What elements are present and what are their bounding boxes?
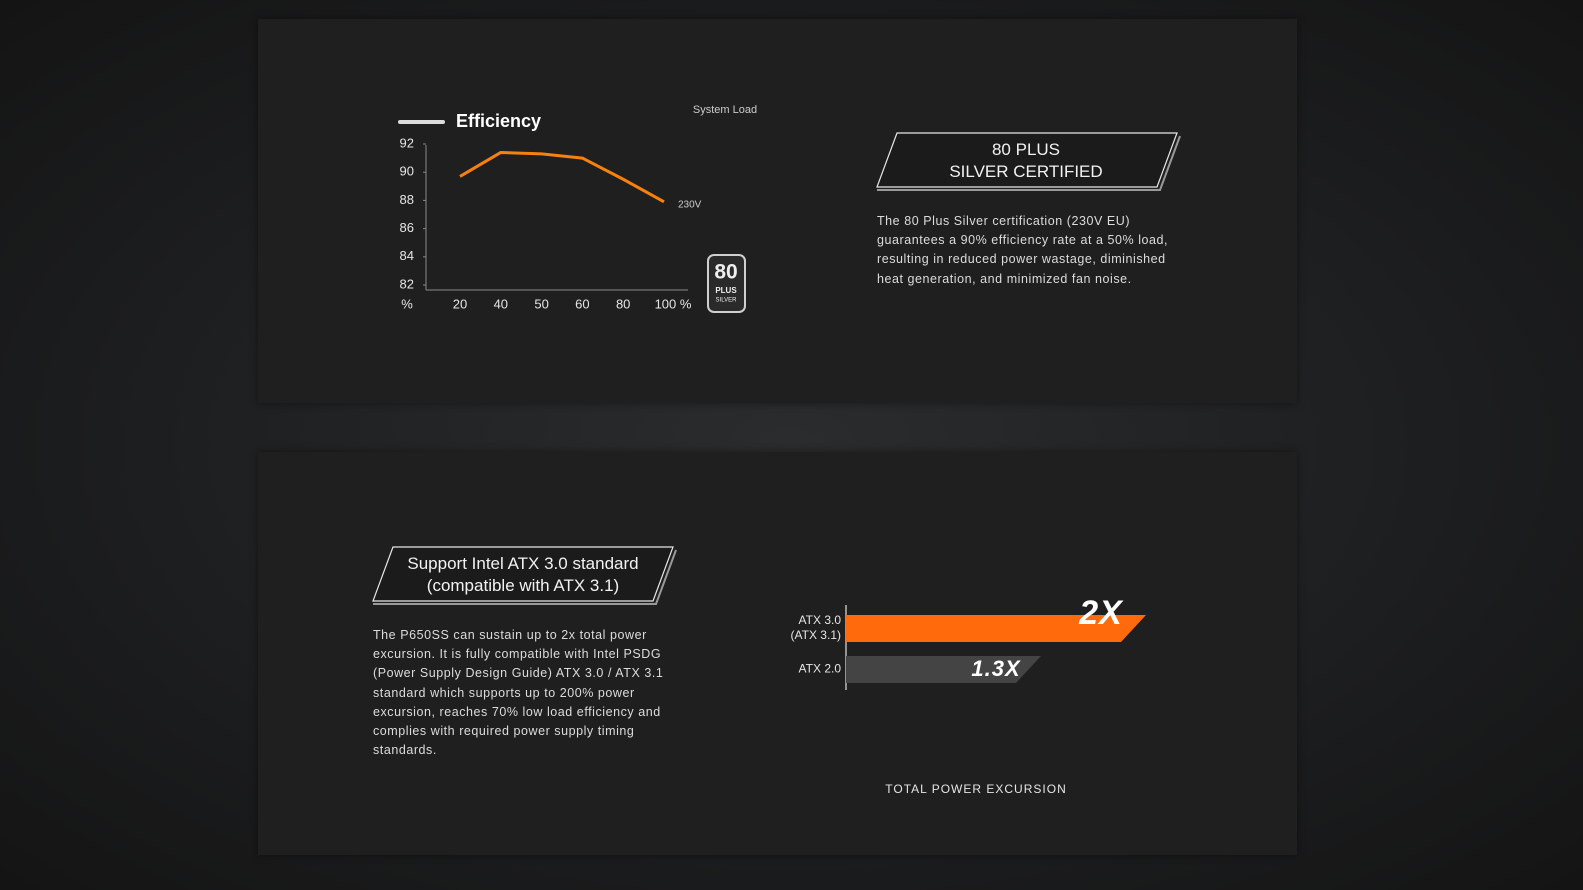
heading-frame	[372, 546, 674, 602]
line-label: 230V	[678, 200, 702, 211]
section-text: The P650SS can sustain up to 2x total po…	[373, 628, 664, 758]
value-label: 1.3X	[971, 656, 1021, 681]
x-tick-label: 80	[616, 296, 630, 311]
section-heading: Support Intel ATX 3.0 standard (compatib…	[407, 554, 639, 595]
badge-number: 80	[714, 261, 737, 284]
y-tick-label: 82	[400, 276, 414, 291]
heading-shadow	[373, 549, 677, 605]
card	[258, 452, 1297, 855]
legend-label: Efficiency	[456, 111, 541, 131]
y-tick-label: 92	[400, 135, 414, 150]
y-tick-label: 84	[400, 248, 414, 263]
section-text: The 80 Plus Silver certification (230V E…	[877, 214, 1169, 286]
section-heading: 80 PLUS SILVER CERTIFIED	[949, 140, 1103, 181]
x-tick-label: 50	[534, 296, 548, 311]
heading-shadow	[877, 135, 1181, 191]
x-tick-label: 40	[494, 296, 508, 311]
x-axis-label: System Load	[693, 104, 757, 116]
heading-frame	[876, 132, 1178, 188]
x-tick-label: 20	[453, 296, 467, 311]
bar	[846, 656, 1041, 683]
badge	[707, 254, 746, 313]
badge-grade: SILVER	[716, 298, 738, 304]
y-unit: %	[401, 296, 413, 311]
card	[258, 19, 1297, 403]
data-line	[459, 150, 665, 204]
y-tick-label: 90	[400, 164, 414, 179]
x-tick-label: 60	[575, 296, 589, 311]
y-tick-label: ATX 2.0	[799, 662, 842, 676]
bar	[846, 615, 1146, 642]
y-tick-label: ATX 3.0 (ATX 3.1)	[791, 613, 842, 642]
badge-plus: PLUS	[715, 286, 737, 295]
x-tick-label: 100 %	[655, 296, 692, 311]
y-tick-label: 88	[400, 192, 414, 207]
value-label: 2X	[1078, 594, 1124, 632]
y-tick-label: 86	[400, 220, 414, 235]
x-axis-label: TOTAL POWER EXCURSION	[885, 782, 1066, 796]
